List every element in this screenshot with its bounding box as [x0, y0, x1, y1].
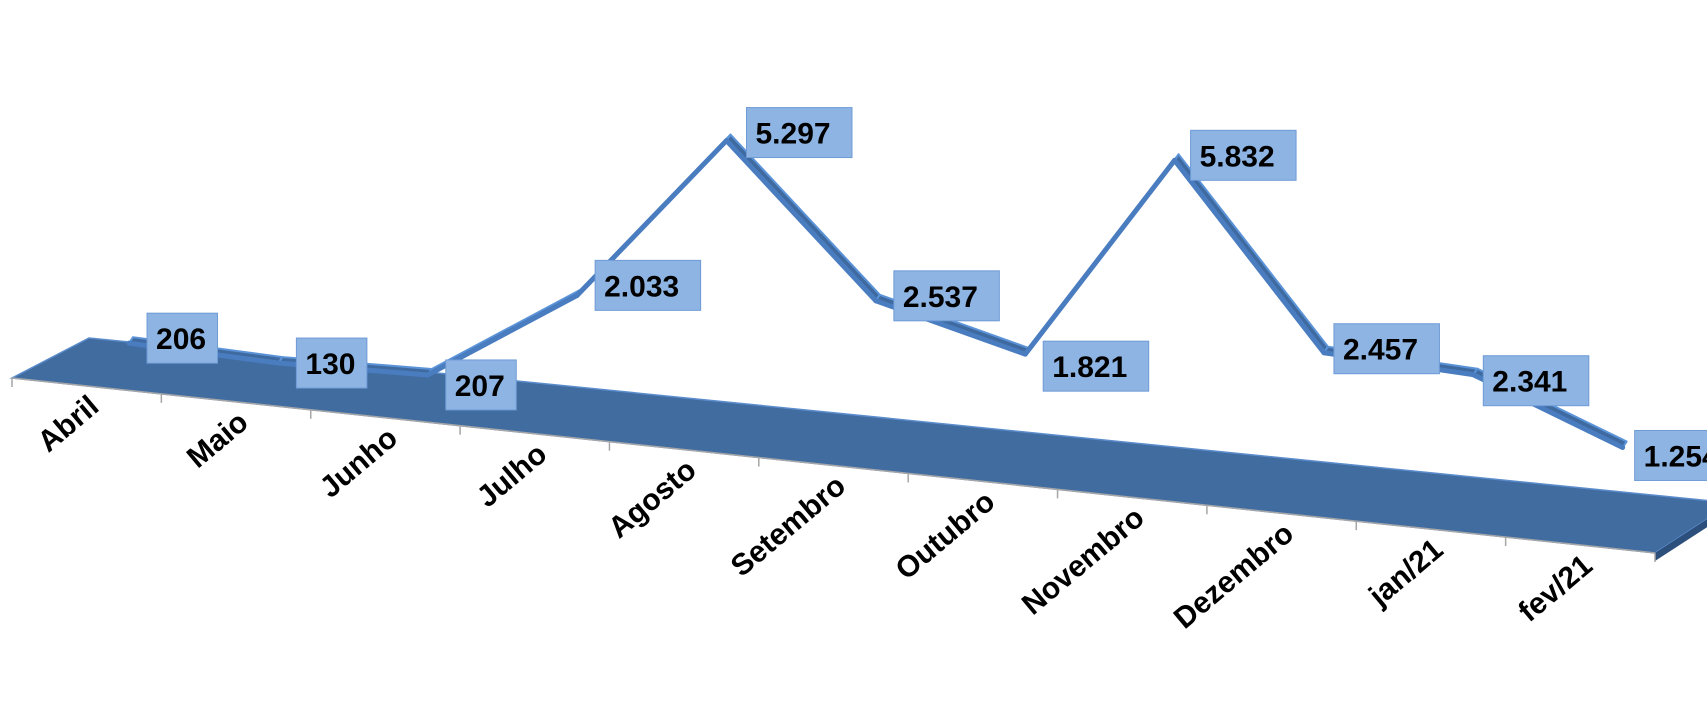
- data-label-box: [1042, 340, 1150, 392]
- data-label-text: 1.254: [1644, 440, 1707, 473]
- data-label: 1.821: [1042, 340, 1150, 392]
- category-label: Dezembro: [1168, 517, 1300, 636]
- data-label: 2.341: [1482, 355, 1590, 407]
- category-label: Agosto: [602, 453, 702, 545]
- category-label: Novembro: [1016, 501, 1151, 622]
- data-label-text: 2.457: [1343, 334, 1418, 367]
- data-label-box: [1190, 129, 1297, 181]
- data-label-box: [1634, 429, 1707, 481]
- category-label: jan/21: [1362, 533, 1449, 614]
- category-label: Julho: [471, 437, 553, 514]
- category-label: Outubro: [890, 485, 1002, 586]
- data-label-box: [146, 312, 219, 364]
- data-label-text: 5.832: [1200, 140, 1275, 173]
- data-label: 5.832: [1190, 129, 1297, 181]
- data-label: 130: [295, 337, 368, 389]
- data-label: 1.254: [1634, 429, 1707, 481]
- data-label-text: 2.341: [1492, 366, 1567, 399]
- data-label: 207: [445, 359, 517, 411]
- data-label-box: [445, 359, 517, 411]
- category-label: Junho: [314, 421, 404, 504]
- series-ribbon: [126, 133, 1628, 450]
- data-label-text: 130: [305, 348, 355, 381]
- data-label-box: [1333, 323, 1440, 375]
- data-labels: 206 130 207 2.033 5.297 2.537 1.821 5.832 2.457 2…: [146, 107, 1707, 481]
- ribbon-segment-front: [1022, 157, 1178, 357]
- data-label-text: 2.033: [604, 270, 679, 303]
- ribbon-segment-depth: [1173, 153, 1329, 354]
- data-label: 2.537: [893, 270, 1000, 322]
- data-label-box: [745, 107, 853, 159]
- data-label-box: [594, 259, 702, 311]
- data-label-text: 206: [156, 323, 206, 356]
- data-label-text: 5.297: [755, 118, 830, 151]
- category-label: Setembro: [725, 469, 852, 583]
- data-label-box: [893, 270, 1000, 322]
- data-label: 2.457: [1333, 323, 1440, 375]
- x-axis: [11, 377, 1656, 562]
- category-label: Maio: [181, 405, 255, 474]
- ribbon-segment-front: [1172, 157, 1327, 356]
- floor-edge: [1655, 519, 1707, 561]
- data-label: 206: [146, 312, 219, 364]
- data-label-text: 207: [455, 370, 505, 403]
- data-label-box: [1482, 355, 1590, 407]
- data-label: 5.297: [745, 107, 853, 159]
- data-label-text: 2.537: [903, 281, 978, 314]
- data-label-text: 1.821: [1052, 351, 1127, 384]
- category-label: fev/21: [1512, 549, 1598, 629]
- x-axis-line: [11, 377, 1656, 554]
- data-label-box: [295, 337, 368, 389]
- ribbon-segment-depth: [725, 133, 881, 302]
- category-label: Abril: [32, 390, 106, 459]
- data-label: 2.033: [594, 259, 702, 311]
- ribbon-segment-front: [723, 138, 879, 304]
